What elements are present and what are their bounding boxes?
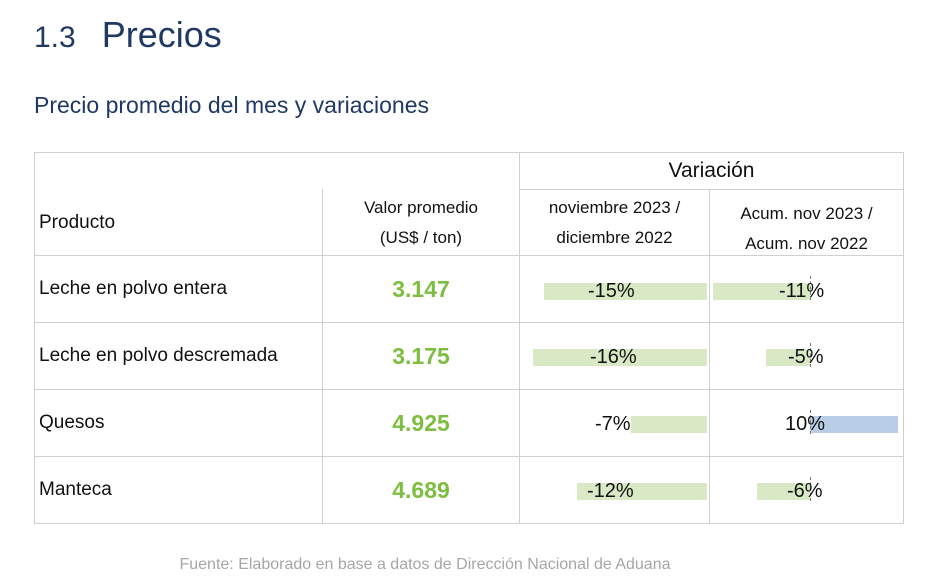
header-variacion: Variación	[668, 159, 755, 182]
header-var1-line2: diciembre 2022	[556, 227, 673, 247]
row-product: Quesos	[39, 412, 105, 433]
var1-bar	[543, 283, 707, 300]
var2-bar	[757, 483, 810, 500]
header-valor-line1: Valor promedio	[363, 197, 479, 217]
table-line-header	[34, 255, 904, 256]
row-value: 3.147	[392, 275, 450, 302]
var2-label: -11%	[779, 280, 825, 302]
header-valor-promedio: Valor promedio (US$ / ton)	[323, 190, 519, 255]
row-product: Manteca	[39, 479, 112, 500]
header-var-mensual: noviembre 2023 / diciembre 2022	[520, 190, 709, 255]
row-product: Leche en polvo descremada	[39, 345, 278, 366]
var2-label: 10%	[785, 413, 826, 435]
prices-table: Variación Producto Valor promedio (US$ /…	[34, 152, 904, 524]
var2-label: -6%	[787, 480, 823, 502]
row-value: 4.925	[392, 409, 450, 436]
var2-axis	[810, 343, 812, 367]
var2-label: -5%	[788, 346, 824, 368]
row-product: Leche en polvo entera	[39, 278, 228, 299]
header-producto: Producto	[39, 211, 116, 233]
var1-label: -7%	[595, 413, 631, 435]
section-number: 1.3	[34, 21, 76, 54]
var1-bar	[533, 349, 707, 366]
table-border-top	[34, 152, 904, 153]
var1-label: -15%	[588, 280, 635, 302]
subtitle: Precio promedio del mes y variaciones	[34, 92, 430, 118]
var2-axis	[810, 410, 812, 434]
var1-bar	[576, 483, 707, 500]
header-var1-line1: noviembre 2023 /	[548, 197, 681, 217]
var1-bar	[630, 416, 707, 433]
var2-axis	[810, 276, 812, 300]
table-line-col3	[709, 189, 710, 524]
row-value: 3.175	[392, 342, 450, 369]
header-var2-line1: Acum. nov 2023 /	[740, 203, 873, 223]
var1-label: -16%	[590, 346, 637, 368]
header-valor-line2: (US$ / ton)	[379, 227, 463, 247]
table-border-right	[903, 152, 904, 524]
table-line-col1	[322, 189, 323, 524]
table-border-bottom	[34, 523, 904, 524]
var2-axis	[810, 477, 812, 501]
table-line-group	[519, 189, 904, 190]
source-footnote: Fuente: Elaborado en base a datos de Dir…	[179, 556, 671, 573]
var2-bar	[810, 416, 898, 433]
var2-bar	[713, 283, 810, 300]
table-line-row1	[34, 322, 904, 323]
header-var2-line2: Acum. nov 2022	[745, 233, 868, 253]
table-border-left	[34, 152, 35, 524]
var1-label: -12%	[587, 480, 634, 502]
table-line-row3	[34, 456, 904, 457]
section-title-text: Precios	[101, 14, 222, 55]
section-title: 1.3 Precios	[34, 14, 222, 56]
var2-bar	[766, 349, 810, 366]
table-line-row2	[34, 389, 904, 390]
table-line-col2	[519, 152, 520, 524]
header-var-acumulada: Acum. nov 2023 / Acum. nov 2022	[710, 190, 903, 255]
row-value: 4.689	[392, 476, 450, 503]
